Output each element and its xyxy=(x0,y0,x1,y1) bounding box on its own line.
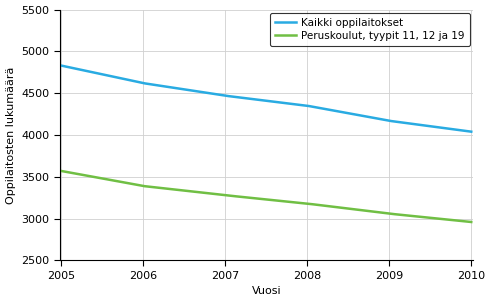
Peruskoulut, tyypit 11, 12 ja 19 xyxy=(378,211,384,214)
Kaikki oppilaitokset xyxy=(385,119,391,122)
Peruskoulut, tyypit 11, 12 ja 19 xyxy=(468,220,474,224)
Line: Kaikki oppilaitokset: Kaikki oppilaitokset xyxy=(61,66,471,132)
Peruskoulut, tyypit 11, 12 ja 19 xyxy=(239,195,245,199)
Peruskoulut, tyypit 11, 12 ja 19 xyxy=(385,212,391,215)
Kaikki oppilaitokset xyxy=(468,130,474,133)
Kaikki oppilaitokset xyxy=(340,111,346,114)
Kaikki oppilaitokset xyxy=(239,96,245,100)
Peruskoulut, tyypit 11, 12 ja 19 xyxy=(58,169,64,173)
X-axis label: Vuosi: Vuosi xyxy=(251,286,281,297)
Kaikki oppilaitokset xyxy=(378,117,384,121)
Peruskoulut, tyypit 11, 12 ja 19 xyxy=(224,194,230,197)
Line: Peruskoulut, tyypit 11, 12 ja 19: Peruskoulut, tyypit 11, 12 ja 19 xyxy=(61,171,471,222)
Legend: Kaikki oppilaitokset, Peruskoulut, tyypit 11, 12 ja 19: Kaikki oppilaitokset, Peruskoulut, tyypi… xyxy=(270,13,470,46)
Kaikki oppilaitokset xyxy=(100,73,106,76)
Kaikki oppilaitokset xyxy=(58,64,64,67)
Peruskoulut, tyypit 11, 12 ja 19 xyxy=(100,177,106,181)
Y-axis label: Oppilaitosten lukumäärä: Oppilaitosten lukumäärä xyxy=(5,66,16,204)
Peruskoulut, tyypit 11, 12 ja 19 xyxy=(340,206,346,210)
Kaikki oppilaitokset xyxy=(224,94,230,98)
